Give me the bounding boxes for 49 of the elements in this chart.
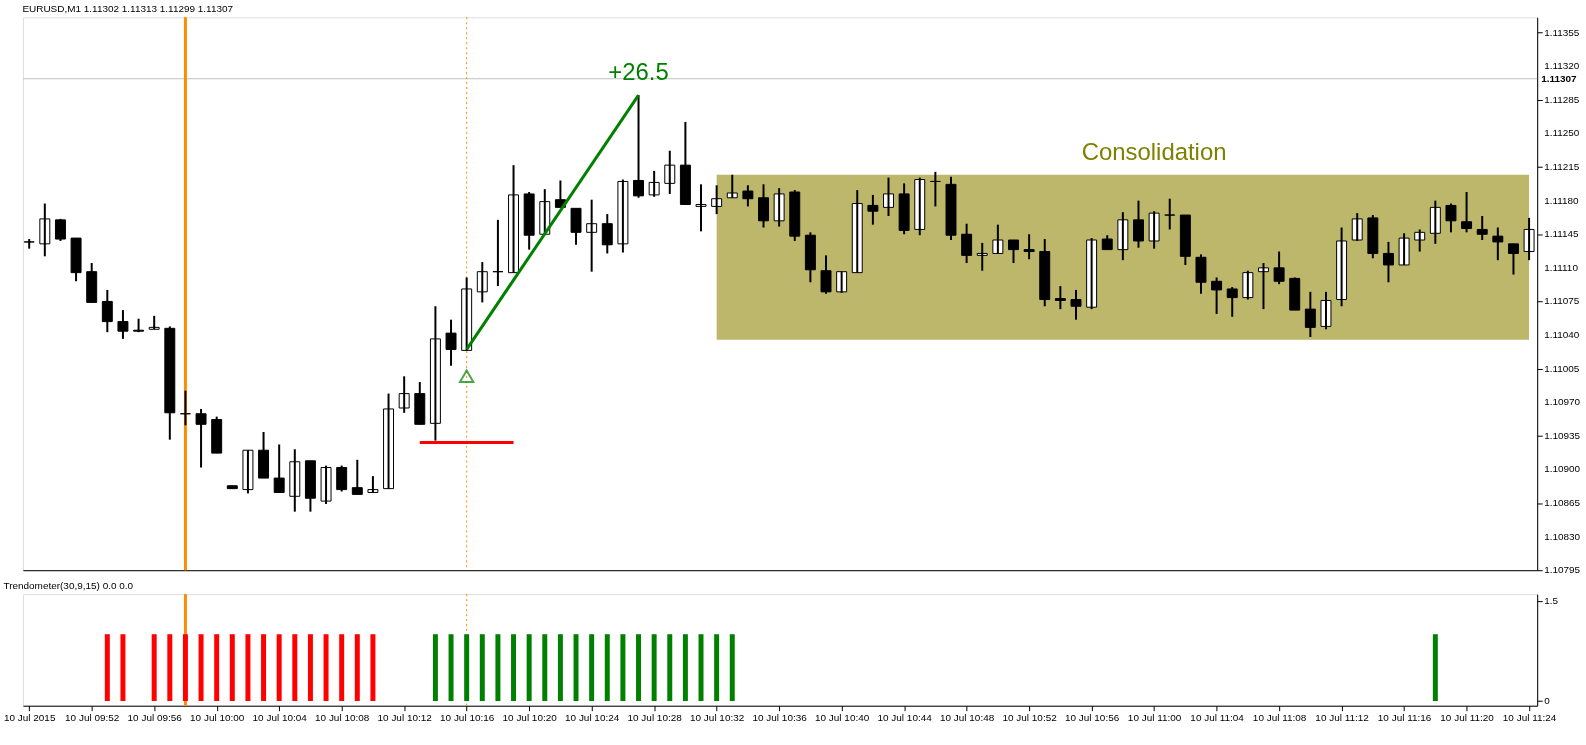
y-tick-label: 1.11145: [1544, 228, 1580, 240]
y-tick-label: 1.10795: [1544, 564, 1581, 576]
x-tick-label: 10 Jul 10:36: [752, 712, 808, 724]
y-tick-label: 1.10935: [1544, 429, 1581, 441]
y-tick-label: 1.10865: [1544, 497, 1581, 509]
y-tick-label: 1.11250: [1544, 127, 1580, 139]
y-tick-label: 1.11320: [1544, 60, 1580, 72]
y-tick-label: 1.11180: [1544, 194, 1580, 206]
x-tick-label: 10 Jul 2015: [3, 712, 56, 724]
x-tick-label: 10 Jul 09:56: [127, 712, 183, 724]
y-tick-label: 1.10970: [1544, 396, 1581, 408]
y-tick-label: 1.11005: [1544, 362, 1580, 374]
y-tick-label: 1.11110: [1544, 261, 1579, 273]
ref-line-label: 1.11307: [1541, 72, 1578, 84]
x-tick-label: 10 Jul 11:20: [1440, 712, 1495, 724]
x-tick-label: 10 Jul 10:00: [190, 712, 245, 724]
x-tick-label: 10 Jul 11:12: [1315, 712, 1370, 724]
y-tick-label: 1.10900: [1544, 463, 1581, 475]
x-tick-label: 10 Jul 11:00: [1127, 712, 1182, 724]
y-tick-label: 1.11215: [1544, 161, 1580, 173]
x-tick-label: 10 Jul 10:52: [1002, 712, 1058, 724]
annotation: Consolidation: [1081, 137, 1227, 165]
x-tick-label: 10 Jul 10:20: [502, 712, 558, 724]
x-tick-label: 10 Jul 10:28: [627, 712, 683, 724]
x-tick-label: 10 Jul 11:08: [1252, 712, 1307, 724]
x-tick-label: 10 Jul 10:40: [815, 712, 870, 724]
x-tick-label: 10 Jul 10:04: [252, 712, 308, 724]
y-tick-label: 1.5: [1544, 594, 1559, 606]
x-tick-label: 10 Jul 11:24: [1502, 712, 1557, 724]
y-tick-label: 1.10830: [1544, 530, 1581, 542]
y-tick-label: 0: [1544, 695, 1551, 707]
y-tick-label: 1.11355: [1544, 26, 1580, 38]
x-tick-label: 10 Jul 10:08: [315, 712, 370, 724]
x-tick-label: 10 Jul 10:32: [690, 712, 745, 724]
x-tick-label: 10 Jul 10:48: [940, 712, 995, 724]
x-tick-label: 10 Jul 09:52: [65, 712, 120, 724]
annotation: +26.5: [608, 58, 669, 86]
x-tick-label: 10 Jul 10:56: [1064, 712, 1120, 724]
y-tick-label: 1.11285: [1544, 93, 1580, 105]
x-tick-label: 10 Jul 10:12: [377, 712, 433, 724]
chart-title: EURUSD,M1 1.11302 1.11313 1.11299 1.11307: [22, 2, 234, 14]
x-tick-label: 10 Jul 11:04: [1190, 712, 1245, 724]
chart-title: Trendometer(30,9,15) 0.0 0.0: [3, 579, 134, 591]
y-tick-label: 1.11075: [1544, 295, 1580, 307]
x-tick-label: 10 Jul 10:24: [565, 712, 620, 724]
x-tick-label: 10 Jul 10:44: [877, 712, 933, 724]
x-tick-label: 10 Jul 10:16: [440, 712, 495, 724]
y-tick-label: 1.11040: [1544, 329, 1580, 341]
x-tick-label: 10 Jul 11:16: [1377, 712, 1432, 724]
